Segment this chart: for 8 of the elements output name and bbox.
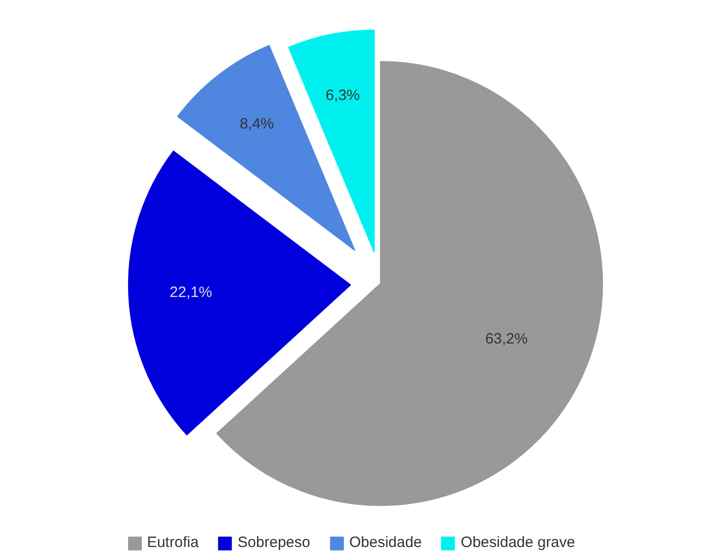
legend-label: Sobrepeso	[238, 534, 310, 551]
data-label: 8,4%	[240, 116, 274, 133]
data-label: 22,1%	[170, 284, 212, 301]
data-label: 6,3%	[326, 86, 360, 104]
legend-label: Eutrofia	[146, 534, 199, 551]
data-label: 63,2%	[485, 330, 528, 348]
legend-label: Obesidade grave	[460, 534, 576, 551]
legend-label: Obesidade	[349, 534, 422, 551]
